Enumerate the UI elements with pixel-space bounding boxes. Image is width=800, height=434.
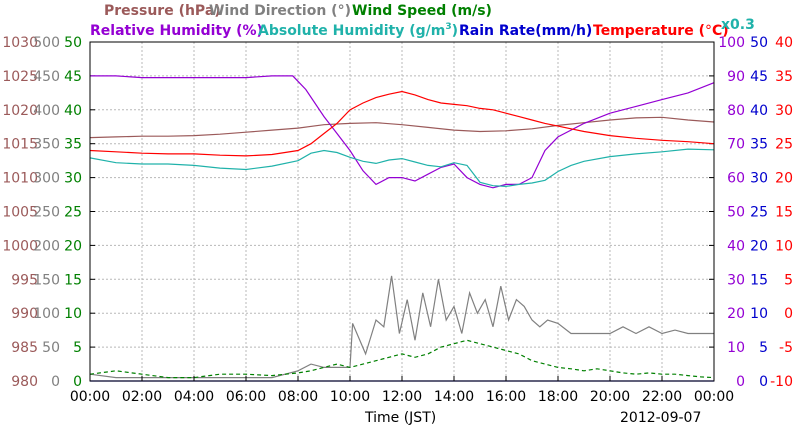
x-tick-label: 14:00 [434, 389, 474, 405]
x-axis-label: Time (JST) [364, 410, 436, 426]
tick-label-rain-rate: 40 [750, 103, 768, 119]
tick-label-wind-speed: 35 [64, 137, 82, 153]
legend-pressure: Pressure (hPa) [104, 3, 221, 19]
x-tick-label: 04:00 [174, 389, 214, 405]
tick-label-temperature: 30 [775, 103, 793, 119]
tick-label-rain-rate: 10 [750, 306, 768, 322]
tick-label-relative-humidity: 10 [727, 340, 745, 356]
tick-label-temperature: 40 [775, 35, 793, 51]
tick-label-rain-rate: 35 [750, 137, 768, 153]
tick-label-pressure: 1000 [2, 238, 38, 254]
tick-label-wind-direction: 150 [33, 272, 60, 288]
tick-label-rain-rate: 45 [750, 69, 768, 85]
legend-temperature: Temperature (°C) [593, 23, 729, 39]
tick-label-temperature: -10 [770, 374, 793, 390]
tick-label-temperature: 0 [784, 306, 793, 322]
tick-label-relative-humidity: 0 [736, 374, 745, 390]
x-tick-label: 20:00 [590, 389, 630, 405]
tick-label-relative-humidity: 100 [718, 35, 745, 51]
tick-label-rain-rate: 15 [750, 272, 768, 288]
series-wind-direction [89, 275, 714, 379]
series-pressure-hpa [89, 116, 715, 139]
tick-label-pressure: 1010 [2, 171, 38, 187]
tick-label-relative-humidity: 40 [727, 238, 745, 254]
tick-label-wind-speed: 0 [73, 374, 82, 390]
x-tick-label: 22:00 [642, 389, 682, 405]
legend-rh-scale-note: x0.3 [721, 17, 755, 33]
tick-label-wind-speed: 5 [73, 340, 82, 356]
tick-label-temperature: 20 [775, 171, 793, 187]
tick-label-temperature: 15 [775, 205, 793, 221]
x-tick-label: 06:00 [226, 389, 266, 405]
tick-label-wind-speed: 20 [64, 238, 82, 254]
tick-label-wind-direction: 300 [33, 171, 60, 187]
tick-label-wind-speed: 10 [64, 306, 82, 322]
tick-label-pressure: 985 [11, 340, 38, 356]
tick-label-temperature: -5 [779, 340, 793, 356]
tick-label-rain-rate: 25 [750, 205, 768, 221]
tick-label-rain-rate: 20 [750, 238, 768, 254]
tick-label-rain-rate: 50 [750, 35, 768, 51]
tick-label-wind-speed: 40 [64, 103, 82, 119]
tick-label-wind-speed: 50 [64, 35, 82, 51]
series-temperature-c [89, 90, 715, 157]
x-tick-label: 10:00 [330, 389, 370, 405]
tick-label-temperature: 35 [775, 69, 793, 85]
legend-absolute-humidity: Absolute Humidity (g/m3) [258, 22, 458, 39]
tick-label-wind-speed: 45 [64, 69, 82, 85]
tick-label-pressure: 1030 [2, 35, 38, 51]
tick-label-rain-rate: 0 [759, 374, 768, 390]
tick-label-wind-speed: 30 [64, 171, 82, 187]
tick-label-relative-humidity: 70 [727, 137, 745, 153]
series-absolute-humidity-g-m3 [89, 148, 715, 188]
tick-label-temperature: 5 [784, 272, 793, 288]
tick-label-temperature: 10 [775, 238, 793, 254]
tick-label-wind-direction: 450 [33, 69, 60, 85]
tick-label-wind-direction: 50 [42, 340, 60, 356]
tick-label-pressure: 990 [11, 306, 38, 322]
x-tick-label: 08:00 [278, 389, 318, 405]
tick-label-wind-speed: 15 [64, 272, 82, 288]
date-label: 2012-09-07 [620, 410, 701, 426]
tick-label-wind-direction: 400 [33, 103, 60, 119]
tick-label-wind-direction: 200 [33, 238, 60, 254]
tick-label-pressure: 1015 [2, 137, 38, 153]
tick-label-relative-humidity: 90 [727, 69, 745, 85]
tick-label-relative-humidity: 50 [727, 205, 745, 221]
tick-label-wind-direction: 500 [33, 35, 60, 51]
tick-label-pressure: 995 [11, 272, 38, 288]
legend-rain-rate: Rain Rate(mm/h) [459, 23, 592, 39]
tick-label-wind-speed: 25 [64, 205, 82, 221]
tick-label-pressure: 980 [11, 374, 38, 390]
tick-label-wind-direction: 250 [33, 205, 60, 221]
tick-label-pressure: 1025 [2, 69, 38, 85]
grid [90, 42, 714, 381]
tick-label-wind-direction: 0 [51, 374, 60, 390]
legend: Pressure (hPa) Wind Direction (°) Wind S… [90, 3, 755, 39]
x-tick-label: 18:00 [538, 389, 578, 405]
tick-label-relative-humidity: 20 [727, 306, 745, 322]
series-wind-speed-m-s [89, 339, 715, 379]
tick-label-relative-humidity: 30 [727, 272, 745, 288]
legend-wind-direction: Wind Direction (°) [209, 3, 351, 19]
x-tick-label: 16:00 [486, 389, 526, 405]
tick-label-rain-rate: 5 [759, 340, 768, 356]
axis-ticks: 1030102510201015101010051000995990985980… [2, 35, 793, 390]
legend-wind-speed: Wind Speed (m/s) [352, 3, 492, 19]
x-tick-label: 12:00 [382, 389, 422, 405]
tick-label-pressure: 1005 [2, 205, 38, 221]
tick-label-wind-direction: 100 [33, 306, 60, 322]
legend-relative-humidity: Relative Humidity (%) [90, 23, 263, 39]
x-tick-label: 00:00 [70, 389, 110, 405]
tick-label-pressure: 1020 [2, 103, 38, 119]
tick-label-wind-direction: 350 [33, 137, 60, 153]
x-tick-label: 00:00 [694, 389, 734, 405]
tick-label-relative-humidity: 80 [727, 103, 745, 119]
x-tick-label: 02:00 [122, 389, 162, 405]
tick-label-rain-rate: 30 [750, 171, 768, 187]
tick-label-relative-humidity: 60 [727, 171, 745, 187]
x-axis-ticks: 00:00 02:00 04:00 06:00 08:00 10:00 12:00 14:00… [70, 376, 734, 405]
tick-label-temperature: 25 [775, 137, 793, 153]
